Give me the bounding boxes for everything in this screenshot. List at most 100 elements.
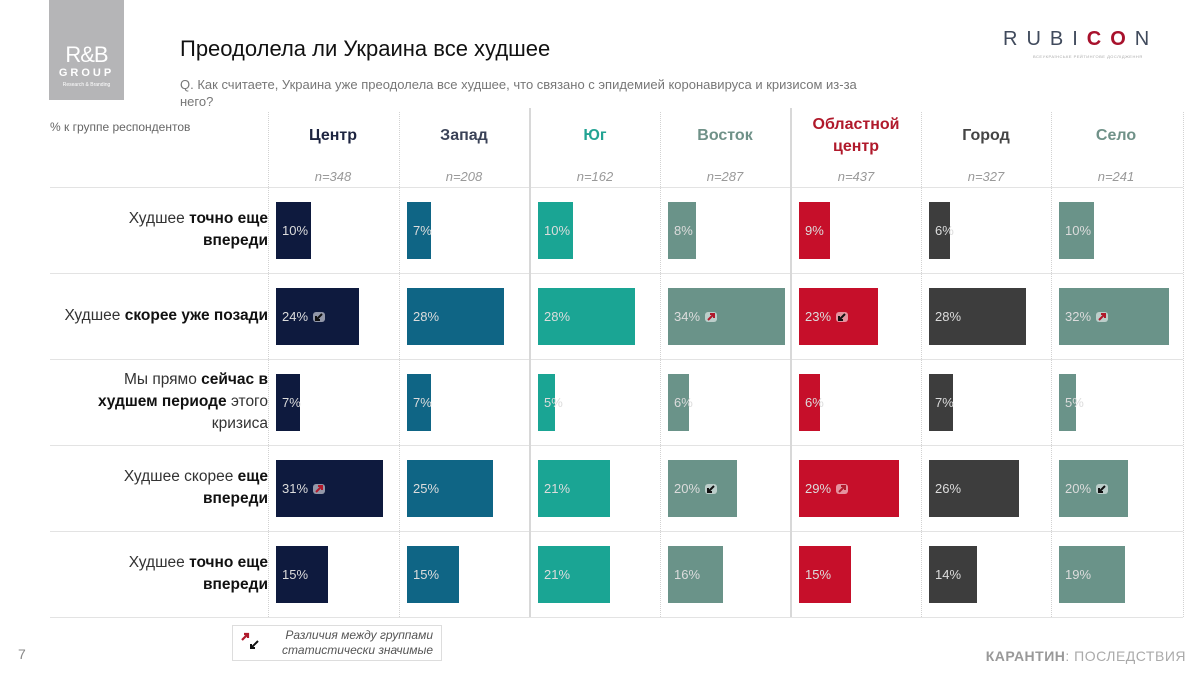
bar: 7% [407,374,432,431]
bar: 28% [538,288,635,345]
bar-value: 15% [413,567,440,582]
row-divider [50,359,1183,360]
sample-size: n=162 [576,169,614,184]
brand-suffix: N [1134,28,1159,50]
row-label-text: Худшее точно еще впереди [60,208,268,252]
label-emphasis: сейчас в худшем периоде [97,371,268,410]
label-emphasis: скорее уже позади [124,307,268,324]
bar-value: 34% [674,309,701,324]
bar: 6% [668,374,693,431]
row-label: Худшее точно еще впереди [60,187,268,273]
significant-up-arrow-icon [313,483,326,494]
column-header: Юг [583,127,607,144]
brand-accent: CO [1086,28,1135,50]
bar: 16% [668,546,723,603]
bar-value: 6% [674,395,693,410]
sample-size: n=327 [967,169,1005,184]
column-divider [1183,112,1184,617]
bar: 23% [799,288,878,345]
bar-value: 15% [805,567,832,582]
question-text: Q. Как считаете, Украина уже преодолела … [180,77,857,109]
bar-value: 7% [413,395,432,410]
bar-value: 6% [935,223,954,238]
bar-value: 24% [282,309,309,324]
bar-value: 25% [413,481,440,496]
significance-arrows-icon [239,630,261,656]
legend-line-1: Различия между группами [285,628,433,642]
bar: 15% [407,546,459,603]
bar-value: 29% [805,481,832,496]
bar: 21% [538,546,610,603]
column-divider [399,112,400,617]
bar: 20% [668,460,737,517]
bar-value: 32% [1065,309,1092,324]
sample-size: n=348 [314,169,352,184]
bar: 8% [668,202,696,259]
bar: 20% [1059,460,1128,517]
footer-section-title: КАРАНТИН: ПОСЛЕДСТВИЯ [986,648,1186,664]
row-label-text: Худшее скорее еще впереди [60,466,268,510]
column-header: Запад [440,127,488,144]
bar-value: 23% [805,309,832,324]
label-plain: Мы прямо [123,371,202,388]
bar-value: 5% [544,395,563,410]
bar-value: 31% [282,481,309,496]
column-header: Центр [308,127,358,144]
significant-up-arrow-icon [705,311,718,322]
row-label: Худшее точно еще впереди [60,531,268,617]
label-emphasis: еще впереди [203,468,268,507]
column-header: Село [1095,127,1137,144]
sample-size: n=437 [837,169,875,184]
significant-up-arrow-icon [1096,311,1109,322]
sample-size: n=241 [1097,169,1135,184]
bar-value: 28% [544,309,571,324]
logo-sub-text: Research & Branding [62,82,111,88]
label-plain: Худшее [128,210,190,227]
row-divider [50,531,1183,532]
significance-legend: Различия между группами статистически зн… [232,625,442,661]
column-divider [660,112,661,617]
rubicon-logo: RUBICON [1003,28,1158,51]
legend-line-2: статистически значимые [282,643,433,657]
significant-down-arrow-icon [1096,483,1109,494]
bar: 34% [668,288,785,345]
bar-value: 16% [674,567,701,582]
bar: 7% [929,374,954,431]
bar: 24% [276,288,359,345]
row-label: Мы прямо сейчас в худшем периоде этого к… [60,359,268,445]
significant-down-arrow-icon [705,483,718,494]
label-plain: Худшее скорее [123,468,238,485]
bar: 10% [1059,202,1094,259]
column-divider [268,112,269,617]
bar-value: 20% [1065,481,1092,496]
bar: 10% [276,202,311,259]
label-plain: Худшее [128,554,190,571]
column-header: Областной центр [812,116,900,155]
bar: 31% [276,460,383,517]
footer-rest: : ПОСЛЕДСТВИЯ [1065,648,1186,664]
bar: 10% [538,202,573,259]
bar-value: 19% [1065,567,1092,582]
bar-value: 6% [805,395,824,410]
bar: 5% [538,374,563,431]
bar-value: 10% [282,223,309,238]
bar: 5% [1059,374,1084,431]
row-label-text: Мы прямо сейчас в худшем периоде этого к… [60,369,268,435]
page-title: Преодолела ли Украина все худшее [180,36,551,61]
label-plain: этого кризиса [211,393,268,432]
bar: 28% [929,288,1026,345]
group-divider [790,108,792,617]
column-header: Восток [697,127,753,144]
page-number: 7 [18,646,26,662]
bar-value: 8% [674,223,693,238]
column-header: Город [962,127,1010,144]
bar-value: 14% [935,567,962,582]
bar: 25% [407,460,493,517]
bar-value: 9% [805,223,824,238]
bar-value: 26% [935,481,962,496]
bar-value: 10% [544,223,571,238]
bar: 6% [929,202,954,259]
bar-value: 7% [935,395,954,410]
bar: 26% [929,460,1019,517]
sample-size: n=287 [706,169,744,184]
